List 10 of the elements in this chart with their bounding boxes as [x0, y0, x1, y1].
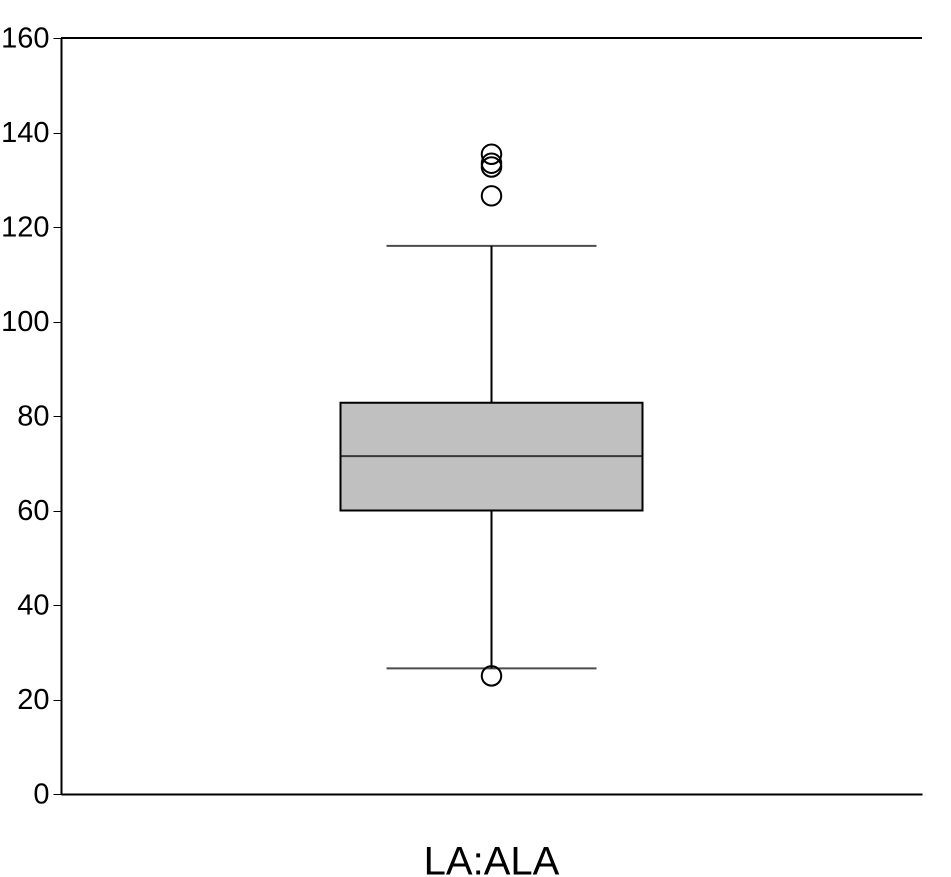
x-tick-label: LA:ALA [424, 840, 560, 877]
y-tick-label: 0 [33, 778, 50, 810]
y-tick-label: 100 [1, 306, 50, 338]
y-tick-label: 120 [1, 212, 50, 244]
y-tick-label: 60 [17, 495, 50, 527]
y-tick-label: 140 [1, 117, 50, 149]
y-tick-label: 40 [17, 590, 50, 622]
y-tick-label: 20 [17, 684, 50, 716]
y-tick-label: 160 [1, 22, 50, 54]
y-tick-label: 80 [17, 400, 50, 432]
